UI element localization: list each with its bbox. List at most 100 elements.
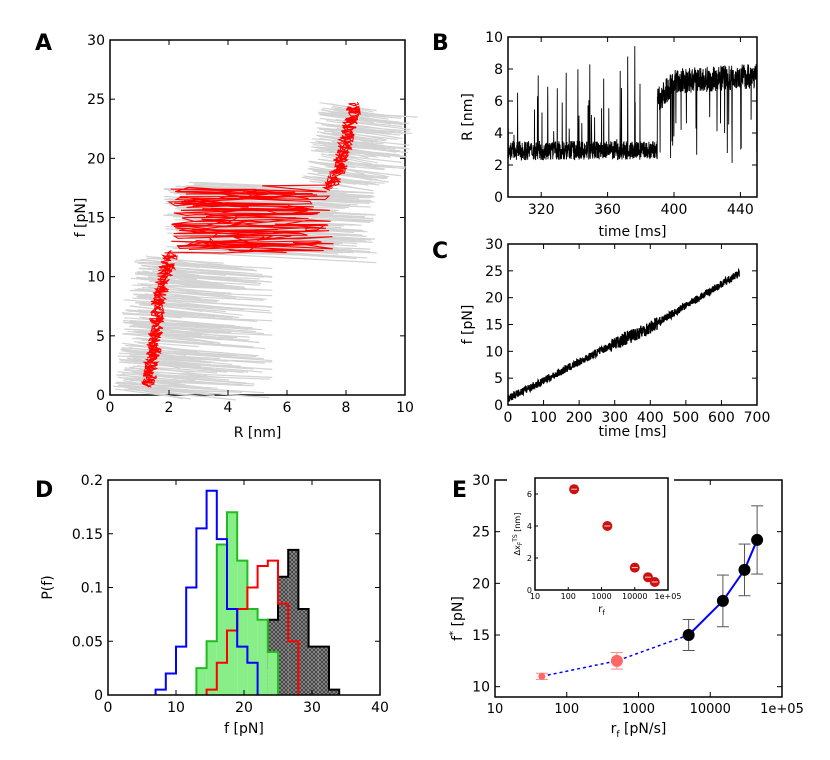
panel-a-envelope-line (129, 320, 241, 328)
panel-e-inset-xlabel: rf (598, 604, 605, 617)
panel-a-xlabel: R [nm] (234, 425, 282, 441)
panel-c-x-tick-label: 400 (637, 410, 664, 426)
panel-e-x-tick-label: 1e+05 (760, 702, 804, 717)
panel-c-x-tick-label: 700 (744, 410, 771, 426)
panel-a-envelope-line (124, 332, 250, 341)
panel-a-envelope-line (136, 277, 261, 286)
panel-b-y-tick-label: 4 (494, 126, 503, 142)
panel-b-frame (507, 36, 758, 198)
panel-d-y-tick-label: 0 (94, 688, 103, 704)
panel-d-bar-blue (176, 647, 186, 695)
panel-e-inset-y-tick-label: 2 (527, 554, 532, 563)
panel-d-x-tick-label: 40 (371, 700, 389, 716)
panel-c-y-tick-label: 5 (494, 371, 503, 387)
panel-d-bar-green (227, 512, 238, 695)
panel-d-bar-green (216, 544, 227, 695)
panel-c-x-tick-label: 500 (672, 410, 699, 426)
panel-a-envelope-line (121, 384, 239, 397)
panel-b-y-tick-label: 2 (494, 158, 503, 174)
panel-d-xlabel: f [pN] (224, 721, 264, 737)
panel-e-inset-ylabel: ΔxFTS [nm] (512, 513, 524, 556)
panel-a-envelope-line (135, 259, 229, 267)
panel-b-xlabel: time [ms] (599, 224, 667, 240)
panel-a-envelope-line (127, 310, 234, 318)
panel-d-bar-green (267, 652, 278, 695)
panel-c-y-tick-label: 10 (485, 344, 503, 360)
panel-a-envelope-line (118, 361, 244, 373)
panel-a-envelope-line (148, 275, 200, 288)
panel-e-y-tick-label: 15 (472, 628, 490, 644)
panel-b-y-tick-label: 8 (494, 62, 503, 78)
panel-e-point-extrapolation (610, 654, 623, 667)
panel-d-bar-grey (329, 689, 340, 695)
panel-c-ylabel: f [pN] (460, 305, 476, 345)
panel-d-bar-grey (278, 576, 289, 695)
panel-e-inset-x-tick-label: 1000 (591, 592, 611, 601)
panel-a-y-tick-label: 10 (87, 270, 105, 286)
panel-a-envelope-line (309, 180, 374, 192)
panel-b-y-tick-label: 0 (494, 190, 503, 206)
panel-e-x-tick-label: 100 (554, 702, 579, 717)
panel-label-a: A (35, 31, 52, 56)
panel-d-bar-grey (298, 609, 309, 695)
panel-d-x-tick-label: 0 (104, 700, 113, 716)
panel-e-xlabel: rf [pN/s] (611, 721, 667, 740)
panel-a-y-tick-label: 0 (96, 388, 105, 404)
panel-a-envelope-line (323, 130, 398, 140)
panel-d-y-tick-label: 0.05 (72, 634, 103, 650)
panel-e-x-tick-label: 1000 (622, 702, 655, 717)
panel-d-bar-green (196, 668, 207, 695)
panel-a-envelope-line (189, 185, 366, 198)
panel-a-x-tick-label: 2 (165, 400, 174, 416)
panel-d-outline-green (195, 511, 279, 695)
panel-d-x-tick-label: 20 (235, 700, 253, 716)
panel-d-bar-green (206, 641, 217, 695)
panel-d-x-tick-label: 10 (167, 700, 185, 716)
panel-d-bar-grey (308, 646, 319, 695)
panel-a-envelope-line (124, 328, 273, 336)
panel-e-point-simulation (751, 533, 764, 546)
panel-e-y-tick-label: 30 (472, 473, 490, 489)
panel-a-envelope-line (139, 311, 211, 319)
panel-a-envelope-line (124, 368, 219, 378)
panel-e-point-extrapolation (538, 672, 546, 680)
panel-d-bar-green (237, 560, 248, 695)
panel-b-x-tick-label: 360 (594, 202, 621, 218)
panel-a-envelope-line (331, 132, 386, 142)
panel-d-bar-grey (318, 646, 329, 695)
panel-a-envelope-line (125, 344, 259, 357)
panel-b-trace-line (507, 46, 758, 163)
panel-label-e: E (452, 478, 467, 503)
panel-d-bar-green (247, 609, 258, 695)
panel-a-y-tick-label: 15 (87, 211, 105, 227)
panel-a-x-tick-label: 0 (106, 400, 115, 416)
panel-a-envelope-line (313, 170, 387, 180)
panel-b-x-tick-label: 400 (661, 202, 688, 218)
panel-a-y-tick-label: 30 (87, 33, 105, 49)
panel-d-y-tick-label: 0.2 (81, 473, 103, 489)
panel-a-x-tick-label: 4 (224, 400, 233, 416)
panel-c-x-tick-label: 600 (708, 410, 735, 426)
panel-b-y-tick-label: 6 (494, 94, 503, 110)
panel-a-ylabel: f [pN] (73, 198, 89, 238)
panel-e-y-tick-label: 10 (472, 680, 490, 696)
panel-c-trace-line (507, 267, 740, 402)
panel-a-y-tick-label: 5 (96, 329, 105, 345)
panel-a-envelope-line (122, 321, 219, 334)
panel-a-envelope-line (117, 371, 247, 384)
panel-d-bar-grey (288, 549, 299, 695)
panel-e-point-simulation (738, 563, 751, 576)
panel-c-x-tick-label: 300 (601, 410, 628, 426)
panel-d-bar-green (257, 619, 268, 695)
panel-a-envelope-line (141, 273, 226, 286)
panel-a-envelope-line (118, 384, 210, 393)
panel-a-x-tick-label: 8 (342, 400, 351, 416)
panel-a-x-tick-label: 6 (283, 400, 292, 416)
panel-a-envelope-line (138, 304, 226, 313)
panel-b-x-tick-label: 440 (727, 202, 754, 218)
panel-c-y-tick-label: 0 (494, 398, 503, 414)
panel-e-inset-x-tick-label: 1e+05 (655, 592, 682, 601)
panel-a-envelope-line (129, 289, 273, 297)
panel-d-ylabel: P(f) (40, 575, 56, 599)
panel-a-envelope-line (172, 247, 334, 258)
